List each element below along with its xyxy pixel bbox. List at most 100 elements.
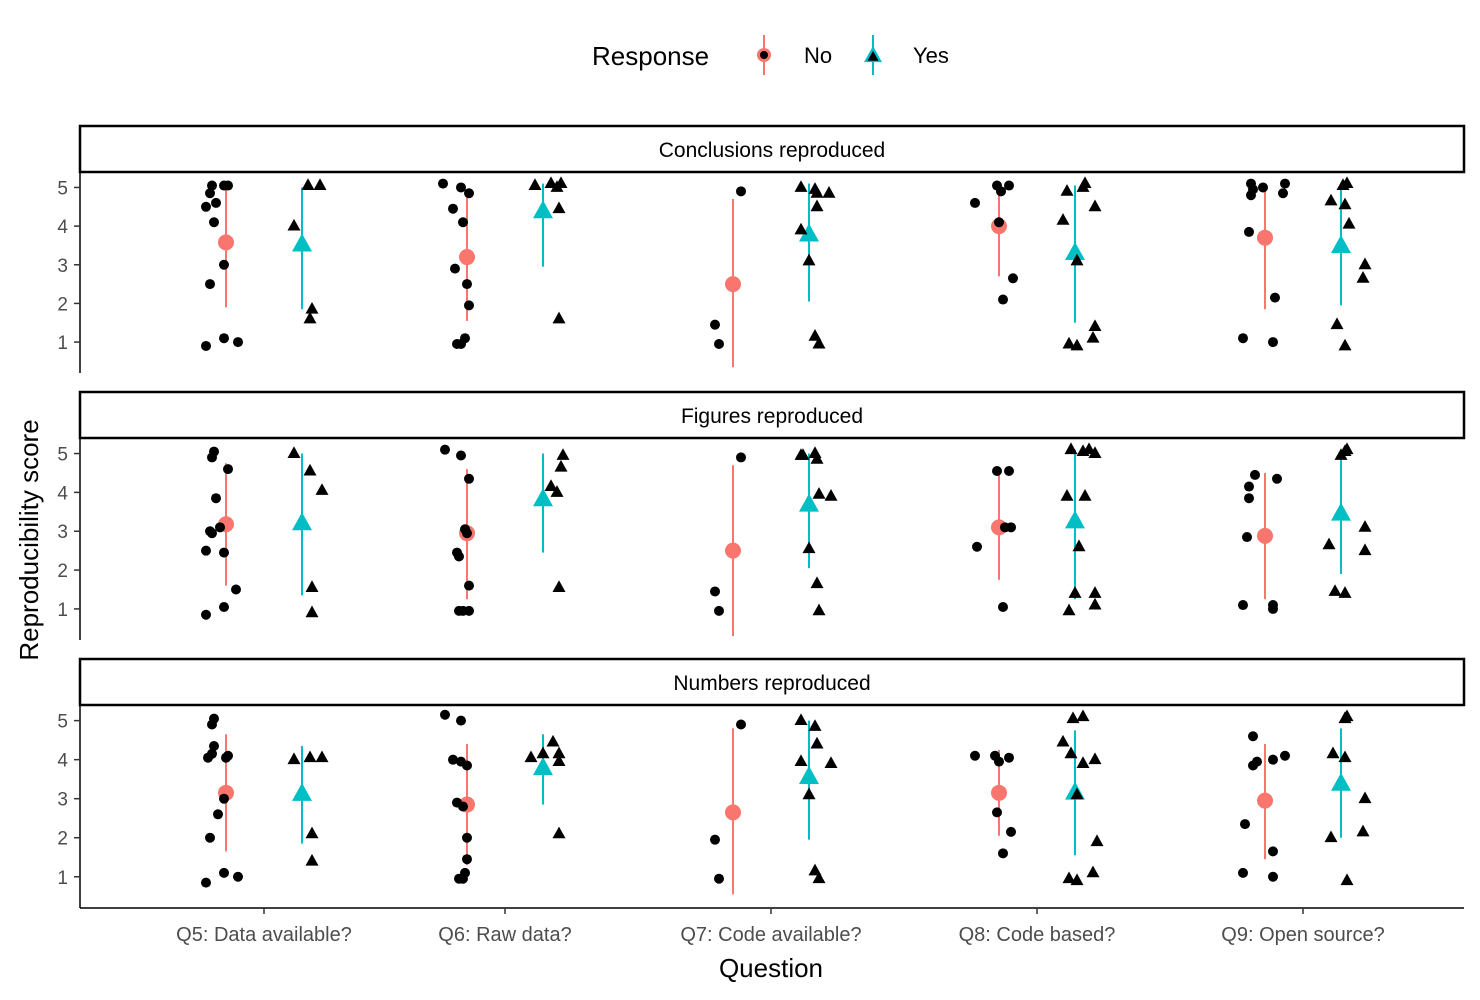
mean-point-no bbox=[1257, 527, 1273, 544]
data-point-no bbox=[1244, 481, 1254, 492]
mean-point-yes bbox=[799, 493, 819, 512]
data-point-yes bbox=[1338, 750, 1352, 763]
y-tick-label: 5 bbox=[57, 712, 68, 733]
data-point-no bbox=[205, 832, 215, 843]
data-point-yes bbox=[1358, 257, 1372, 270]
data-point-no bbox=[456, 715, 466, 726]
y-tick-label: 3 bbox=[57, 256, 68, 277]
data-point-yes bbox=[1088, 586, 1102, 598]
data-point-no bbox=[201, 340, 211, 351]
data-point-yes bbox=[1088, 319, 1102, 332]
x-tick-label: Q8: Code based? bbox=[959, 924, 1116, 946]
data-point-no bbox=[223, 464, 233, 475]
data-point-no bbox=[1248, 731, 1258, 742]
mean-point-yes bbox=[1065, 242, 1085, 261]
data-point-yes bbox=[536, 746, 550, 759]
x-tick-label: Q9: Open source? bbox=[1221, 924, 1384, 946]
data-point-yes bbox=[1326, 746, 1340, 759]
data-point-yes bbox=[1060, 489, 1074, 501]
data-point-yes bbox=[810, 576, 824, 589]
legend-label: Yes bbox=[913, 43, 949, 68]
data-point-yes bbox=[1338, 197, 1352, 210]
data-point-no bbox=[1268, 871, 1278, 882]
data-point-no bbox=[213, 809, 223, 820]
data-point-yes bbox=[1078, 176, 1092, 189]
data-point-yes bbox=[810, 199, 824, 212]
data-point-yes bbox=[1086, 330, 1100, 343]
data-point-yes bbox=[1088, 446, 1102, 458]
data-point-no bbox=[201, 545, 211, 556]
data-point-no bbox=[207, 180, 217, 191]
data-point-yes bbox=[810, 452, 824, 464]
data-point-no bbox=[462, 832, 472, 843]
data-point-yes bbox=[808, 719, 822, 731]
data-point-no bbox=[1252, 756, 1262, 767]
data-point-yes bbox=[802, 787, 816, 800]
data-point-yes bbox=[1062, 336, 1076, 349]
data-point-yes bbox=[1322, 537, 1336, 550]
data-point-yes bbox=[1078, 489, 1092, 501]
facet-strip bbox=[78, 124, 1466, 174]
data-point-yes bbox=[528, 178, 542, 190]
data-point-yes bbox=[794, 222, 808, 235]
data-point-no bbox=[1278, 188, 1288, 199]
mean-point-yes bbox=[1331, 502, 1351, 521]
data-point-yes bbox=[812, 487, 826, 499]
data-point-yes bbox=[287, 446, 301, 458]
data-point-no bbox=[219, 601, 229, 612]
x-axis: Q5: Data available? Q6: Raw data? Q7: Code… bbox=[80, 907, 1464, 946]
data-point-yes bbox=[1088, 199, 1102, 212]
data-point-yes bbox=[550, 485, 564, 497]
data-point-yes bbox=[1088, 752, 1102, 765]
data-point-no bbox=[233, 871, 243, 882]
data-point-no bbox=[440, 444, 450, 455]
data-point-no bbox=[1268, 754, 1278, 765]
data-point-no bbox=[219, 867, 229, 878]
data-point-yes bbox=[554, 459, 568, 472]
data-point-yes bbox=[1340, 176, 1354, 189]
data-point-no bbox=[462, 528, 472, 539]
data-point-yes bbox=[303, 311, 317, 324]
data-point-no bbox=[1238, 600, 1248, 611]
data-point-no bbox=[714, 605, 724, 616]
legend: Response No Yes bbox=[592, 35, 949, 75]
data-point-yes bbox=[1060, 184, 1074, 196]
data-point-yes bbox=[1358, 520, 1372, 532]
data-point-no bbox=[970, 197, 980, 208]
data-point-no bbox=[714, 873, 724, 884]
data-point-no bbox=[219, 259, 229, 270]
data-point-no bbox=[462, 854, 472, 865]
legend-title: Response bbox=[592, 41, 709, 71]
data-point-yes bbox=[546, 734, 560, 747]
data-point-yes bbox=[802, 253, 816, 266]
facet-title: Figures reproduced bbox=[681, 405, 863, 428]
facet-title: Conclusions reproduced bbox=[659, 139, 885, 162]
data-point-no bbox=[454, 551, 464, 562]
mean-point-no bbox=[1257, 792, 1273, 809]
y-tick-label: 3 bbox=[57, 522, 68, 543]
data-point-no bbox=[219, 333, 229, 344]
mean-point-yes bbox=[533, 200, 553, 219]
data-point-yes bbox=[554, 176, 568, 189]
data-point-no bbox=[207, 452, 217, 463]
facet-strip bbox=[78, 657, 1466, 707]
mean-point-no bbox=[218, 234, 234, 251]
data-point-yes bbox=[810, 186, 824, 198]
data-point-yes bbox=[808, 329, 822, 341]
data-point-no bbox=[440, 709, 450, 720]
data-point-yes bbox=[1090, 834, 1104, 847]
data-point-no bbox=[994, 217, 1004, 228]
mean-point-yes bbox=[799, 223, 819, 242]
data-point-yes bbox=[1340, 873, 1354, 886]
data-point-no bbox=[996, 186, 1006, 197]
y-tick-label: 4 bbox=[57, 217, 68, 238]
facet-title: Numbers reproduced bbox=[673, 672, 870, 695]
y-tick-label: 1 bbox=[57, 868, 68, 889]
data-point-yes bbox=[552, 201, 566, 214]
data-point-yes bbox=[552, 826, 566, 839]
data-point-yes bbox=[1070, 873, 1084, 886]
mean-point-no bbox=[725, 542, 741, 559]
data-point-no bbox=[1244, 493, 1254, 504]
data-point-yes bbox=[1064, 746, 1078, 759]
x-tick-label: Q6: Raw data? bbox=[438, 924, 571, 946]
